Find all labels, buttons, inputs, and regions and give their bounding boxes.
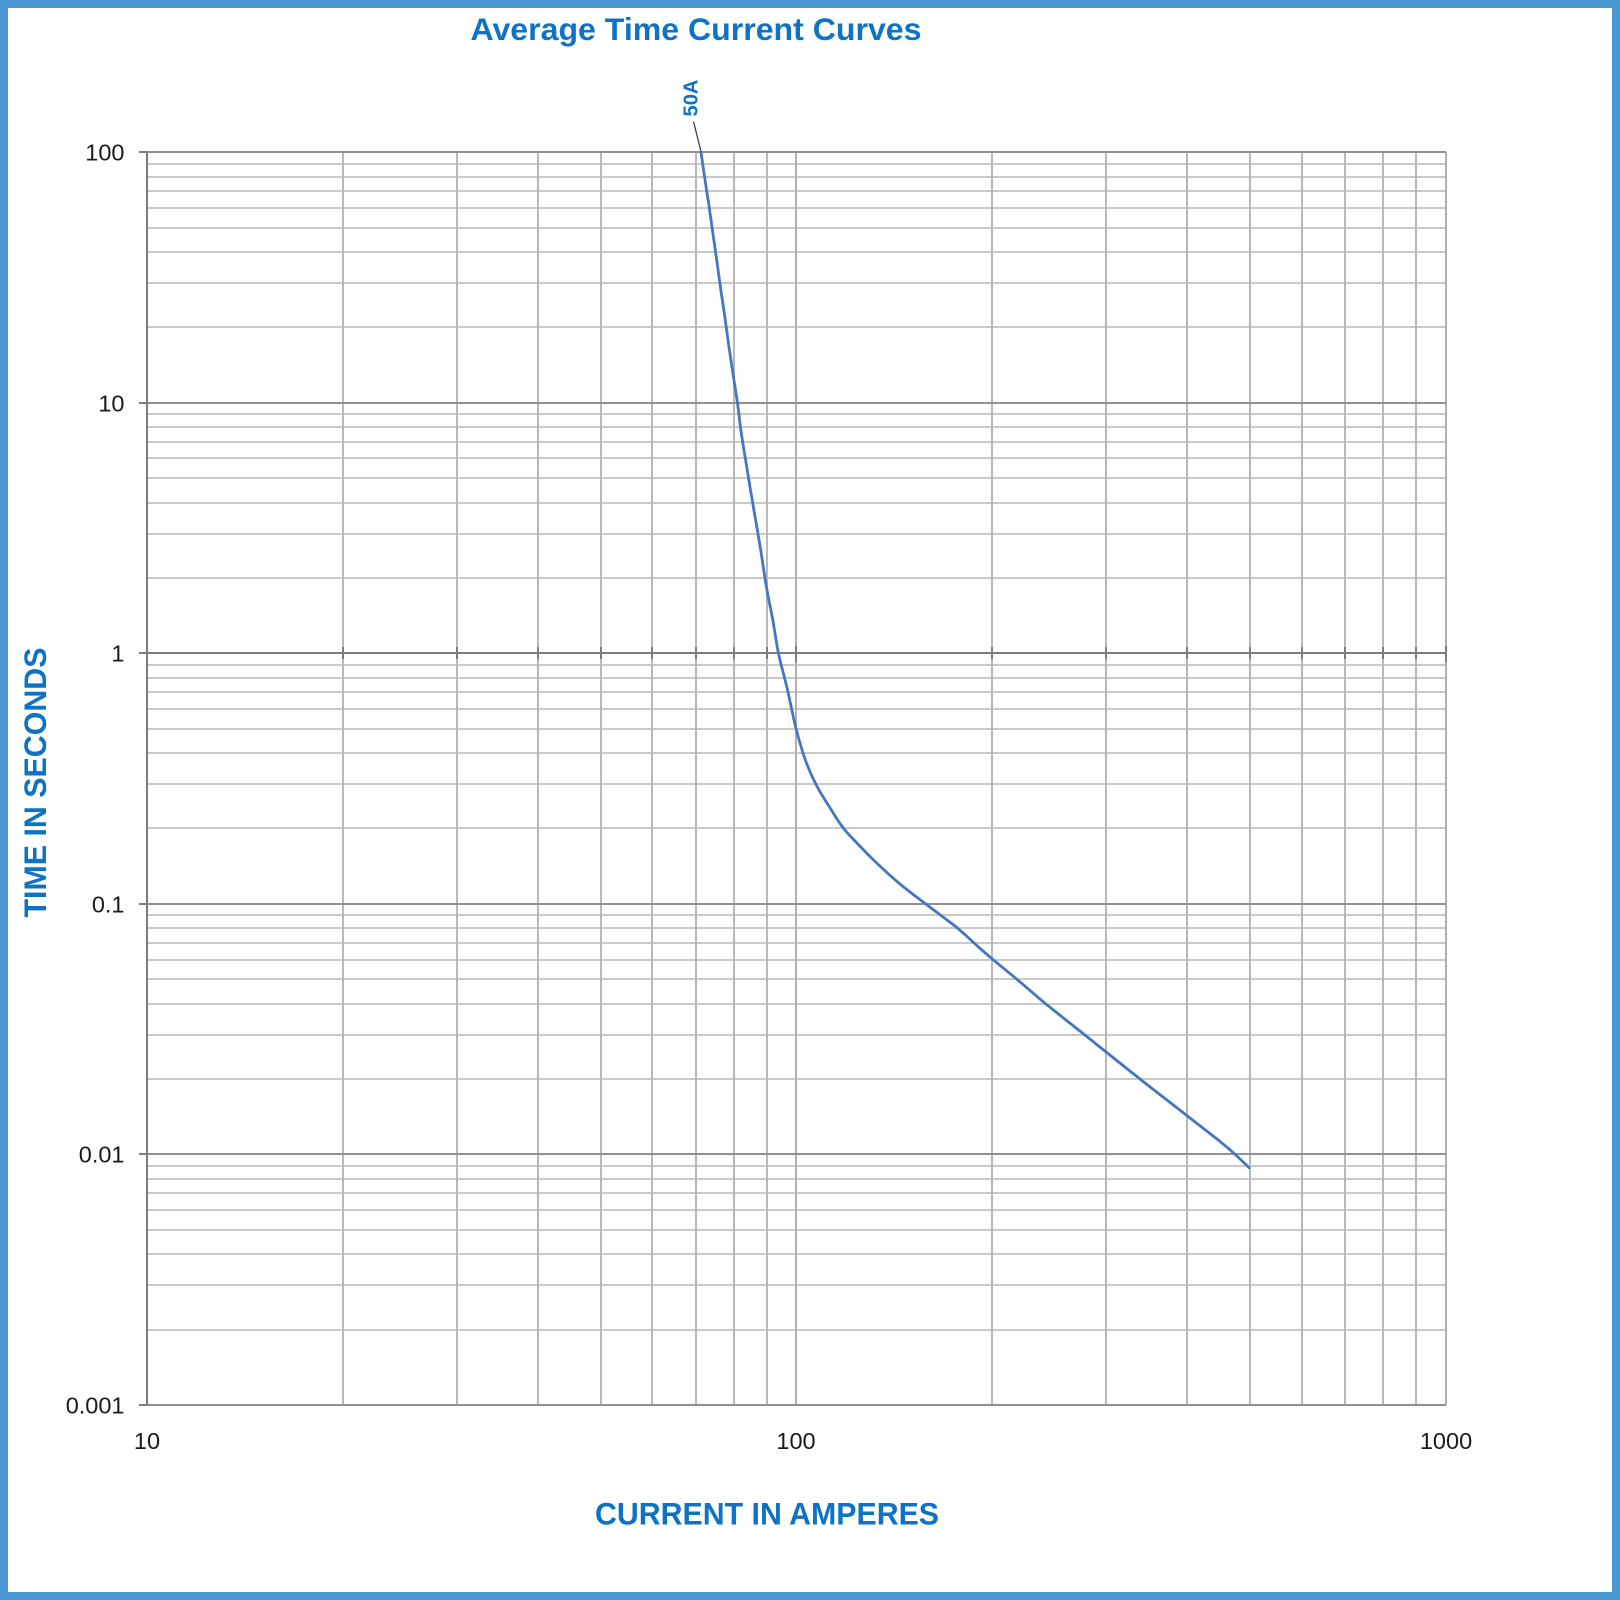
- svg-text:1: 1: [111, 640, 124, 666]
- svg-text:TIME IN SECONDS: TIME IN SECONDS: [17, 648, 53, 918]
- svg-text:10: 10: [134, 1428, 160, 1454]
- svg-text:CURRENT IN AMPERES: CURRENT IN AMPERES: [595, 1496, 939, 1532]
- svg-text:10: 10: [98, 390, 124, 416]
- svg-text:0.01: 0.01: [79, 1141, 125, 1167]
- svg-text:50A: 50A: [681, 80, 703, 117]
- svg-text:0.1: 0.1: [92, 891, 125, 917]
- svg-text:100: 100: [85, 139, 124, 165]
- svg-text:Average Time Current Curves: Average Time Current Curves: [471, 11, 922, 47]
- svg-text:100: 100: [776, 1428, 815, 1454]
- svg-text:0.001: 0.001: [66, 1392, 125, 1418]
- svg-text:1000: 1000: [1420, 1428, 1472, 1454]
